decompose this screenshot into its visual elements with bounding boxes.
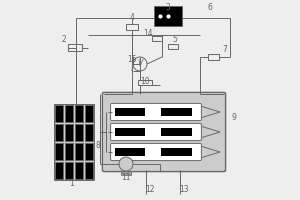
Bar bbox=[68, 44, 82, 51]
Bar bbox=[168, 44, 178, 49]
Text: 13: 13 bbox=[179, 186, 189, 194]
Bar bbox=[121, 171, 131, 175]
Bar bbox=[64, 124, 74, 141]
Bar bbox=[115, 108, 146, 116]
Text: 12: 12 bbox=[145, 186, 155, 194]
Text: 5: 5 bbox=[172, 34, 177, 44]
Circle shape bbox=[119, 157, 133, 171]
FancyBboxPatch shape bbox=[111, 103, 201, 121]
Text: 4: 4 bbox=[130, 14, 134, 22]
Bar bbox=[161, 148, 192, 156]
Bar bbox=[115, 128, 146, 136]
Bar bbox=[85, 105, 93, 122]
Bar bbox=[154, 6, 182, 26]
Bar bbox=[85, 124, 93, 141]
Bar bbox=[55, 105, 63, 122]
Text: 6: 6 bbox=[208, 3, 212, 12]
Bar bbox=[64, 105, 74, 122]
Bar bbox=[75, 162, 83, 179]
Bar bbox=[126, 24, 138, 30]
Bar bbox=[75, 124, 83, 141]
Bar bbox=[85, 162, 93, 179]
Bar bbox=[75, 143, 83, 160]
Bar bbox=[152, 36, 162, 41]
Text: 2: 2 bbox=[61, 34, 66, 44]
Text: 8: 8 bbox=[96, 142, 100, 150]
Bar bbox=[208, 54, 219, 60]
Text: 3: 3 bbox=[166, 3, 170, 12]
Bar bbox=[75, 105, 83, 122]
Text: V: V bbox=[137, 60, 142, 68]
Bar bbox=[55, 124, 63, 141]
Bar bbox=[85, 143, 93, 160]
Text: 11: 11 bbox=[121, 174, 131, 182]
Bar bbox=[55, 162, 63, 179]
FancyBboxPatch shape bbox=[111, 123, 201, 141]
Bar bbox=[55, 143, 63, 160]
Bar bbox=[161, 108, 192, 116]
Bar bbox=[64, 162, 74, 179]
Bar bbox=[54, 104, 94, 180]
Text: 7: 7 bbox=[223, 45, 227, 53]
Text: 9: 9 bbox=[232, 114, 236, 122]
Bar bbox=[161, 128, 192, 136]
Bar bbox=[64, 143, 74, 160]
FancyBboxPatch shape bbox=[111, 143, 201, 161]
FancyBboxPatch shape bbox=[102, 92, 226, 172]
Bar bbox=[115, 148, 146, 156]
Bar bbox=[138, 80, 152, 85]
Circle shape bbox=[133, 57, 147, 71]
Text: 15: 15 bbox=[127, 54, 137, 64]
Text: 10: 10 bbox=[140, 77, 150, 86]
Text: 1: 1 bbox=[70, 180, 74, 188]
Text: 14: 14 bbox=[143, 28, 153, 38]
